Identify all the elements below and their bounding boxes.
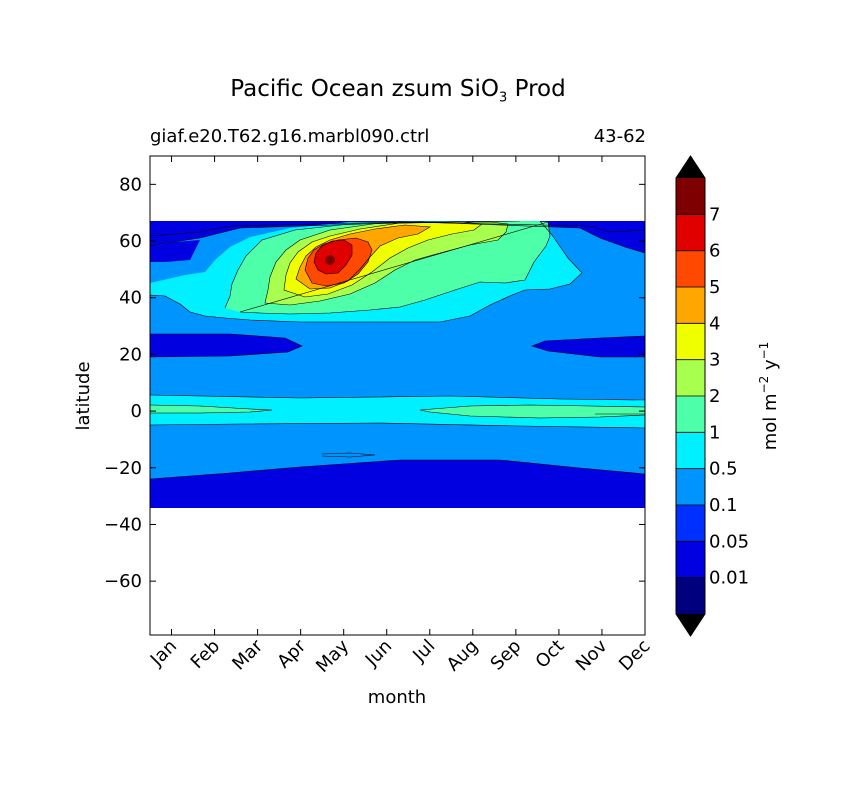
- y-tick-label: 80: [119, 174, 142, 195]
- colorbar-label: mol m−2 y−1: [757, 342, 781, 451]
- title-suffix: Prod: [507, 76, 566, 102]
- colorbar-tick-label: 0.5: [709, 459, 738, 480]
- y-tick-label: −20: [104, 458, 142, 479]
- y-tick-label: 60: [119, 231, 142, 252]
- colorbar-tick-label: 4: [709, 313, 720, 334]
- colorbar-segment: [676, 541, 705, 579]
- region-north-cap: [150, 221, 645, 262]
- x-tick-label: Sep: [487, 636, 526, 675]
- colorbar-segment: [676, 396, 705, 433]
- colorbar-segment: [676, 505, 705, 542]
- chart-title: Pacific Ocean zsum SiO3 Prod: [0, 76, 796, 106]
- colorbar-segment: [676, 468, 705, 506]
- y-tick-label: 20: [119, 344, 142, 365]
- contour-lines: [150, 221, 645, 480]
- colorbar-segment: [676, 178, 705, 215]
- x-tick-label: Jan: [146, 636, 181, 671]
- y-tick-label: 0: [131, 401, 142, 422]
- region-band-southern: [150, 460, 645, 508]
- colorbar-tick-label: 3: [709, 350, 720, 371]
- y-tick-label: 40: [119, 288, 142, 309]
- x-axis-label: month: [368, 687, 426, 708]
- x-tick-label: Mar: [228, 635, 267, 674]
- colorbar: 0.01 0.05 0.1 0.5 1 2 3 4 5 6 7: [675, 155, 749, 637]
- colorbar-segment: [676, 323, 705, 361]
- colorbar-tick-label: 0.01: [709, 568, 749, 589]
- region-equatorial-inner: [150, 405, 645, 418]
- y-axis: 80 60 40 20 0 −20 −40 −60: [104, 174, 645, 592]
- title-subscript: 3: [499, 90, 508, 106]
- x-tick-label: Jul: [408, 636, 439, 667]
- colorbar-tick-label: 7: [709, 204, 720, 225]
- colorbar-outline: [675, 155, 706, 637]
- x-tick-label: May: [312, 635, 353, 676]
- colorbar-segment: [676, 287, 705, 324]
- year-range: 43-62: [593, 126, 646, 147]
- colorbar-extend-min: [676, 614, 705, 636]
- region-equatorial: [150, 395, 645, 428]
- x-tick-label: Jun: [361, 636, 396, 671]
- region-peak: [325, 255, 335, 265]
- colorbar-tick-label: 6: [709, 241, 720, 262]
- x-tick-label: Apr: [273, 635, 310, 672]
- run-name: giaf.e20.T62.g16.marbl090.ctrl: [150, 126, 430, 147]
- plot-frame: [149, 155, 646, 636]
- y-tick-label: −60: [104, 571, 142, 592]
- x-tick-label: Dec: [615, 636, 654, 675]
- x-tick-label: Feb: [187, 636, 224, 673]
- colorbar-tick-label: 2: [709, 386, 720, 407]
- x-tick-label: Aug: [443, 636, 483, 676]
- colorbar-segment: [676, 214, 705, 252]
- colorbar-segment: [676, 432, 705, 470]
- colorbar-extend-max: [676, 156, 705, 178]
- colorbar-segment: [676, 250, 705, 288]
- x-tick-label: Nov: [572, 635, 612, 675]
- region-band-20-27N: [150, 334, 645, 357]
- y-tick-label: −40: [104, 514, 142, 535]
- colorbar-tick-label: 0.1: [709, 495, 738, 516]
- colorbar-segment: [676, 577, 705, 615]
- contour-field: [150, 221, 645, 508]
- colorbar-tick-label: 1: [709, 422, 720, 443]
- colorbar-tick-label: 0.05: [709, 531, 749, 552]
- x-tick-label: Oct: [532, 636, 569, 673]
- y-axis-label: latitude: [73, 361, 94, 430]
- title-main: Pacific Ocean zsum SiO: [230, 76, 500, 102]
- colorbar-tick-label: 5: [709, 277, 720, 298]
- colorbar-segment: [676, 359, 705, 397]
